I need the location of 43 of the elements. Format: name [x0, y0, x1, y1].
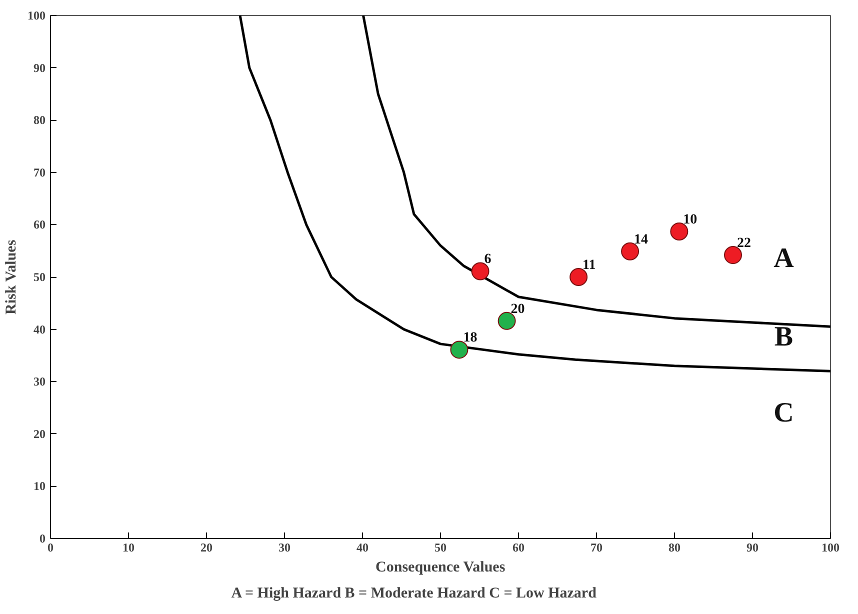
y-tick-label: 100 — [28, 8, 46, 22]
annotation: 6 — [484, 252, 492, 268]
point — [724, 246, 742, 264]
annotation: 20 — [510, 302, 525, 317]
annotation: 11 — [582, 258, 596, 273]
y-tick-label: 30 — [34, 374, 46, 389]
x-tick-label: 80 — [668, 540, 680, 554]
y-tick-label: 20 — [34, 426, 46, 441]
x-tick-label: 30 — [278, 540, 290, 554]
y-tick-label: 60 — [34, 218, 46, 232]
x-tick-label: 50 — [434, 540, 446, 554]
point — [498, 312, 516, 330]
annotation: 18 — [463, 330, 478, 346]
x-tick-label: 100 — [822, 540, 840, 554]
annotation: 14 — [634, 232, 648, 248]
x-tick-label: 20 — [200, 540, 212, 554]
point — [471, 262, 490, 280]
y-tick-label: 50 — [34, 270, 46, 284]
x-tick-label: 10 — [122, 540, 134, 554]
annotation: B — [774, 322, 794, 353]
point — [570, 268, 588, 286]
x-tick-label: 70 — [590, 540, 602, 554]
x-tick-label: 60 — [512, 540, 524, 554]
point — [450, 340, 468, 359]
line-series — [362, 16, 830, 328]
y-tick-label: 10 — [34, 479, 46, 494]
line-series — [238, 16, 830, 372]
y-tick-label: 0 — [40, 532, 46, 546]
x-tick-label: 40 — [356, 540, 368, 554]
point — [621, 242, 640, 260]
y-tick-label: 70 — [34, 165, 46, 180]
x-axis-title: Consequence Values — [376, 560, 506, 576]
x-tick-label: 90 — [746, 540, 758, 554]
annotation: 10 — [683, 212, 698, 228]
annotation: A — [774, 243, 795, 274]
y-tick-label: 40 — [34, 322, 46, 336]
text: A = High Hazard B = Moderate Hazard C = Low Hazard — [231, 586, 598, 602]
annotation: 22 — [737, 236, 751, 252]
y-tick-label: 80 — [34, 113, 46, 128]
y-axis-title: Risk Values — [4, 240, 20, 314]
point — [670, 222, 688, 240]
y-tick-label: 90 — [34, 60, 46, 75]
annotation: C — [774, 397, 794, 428]
